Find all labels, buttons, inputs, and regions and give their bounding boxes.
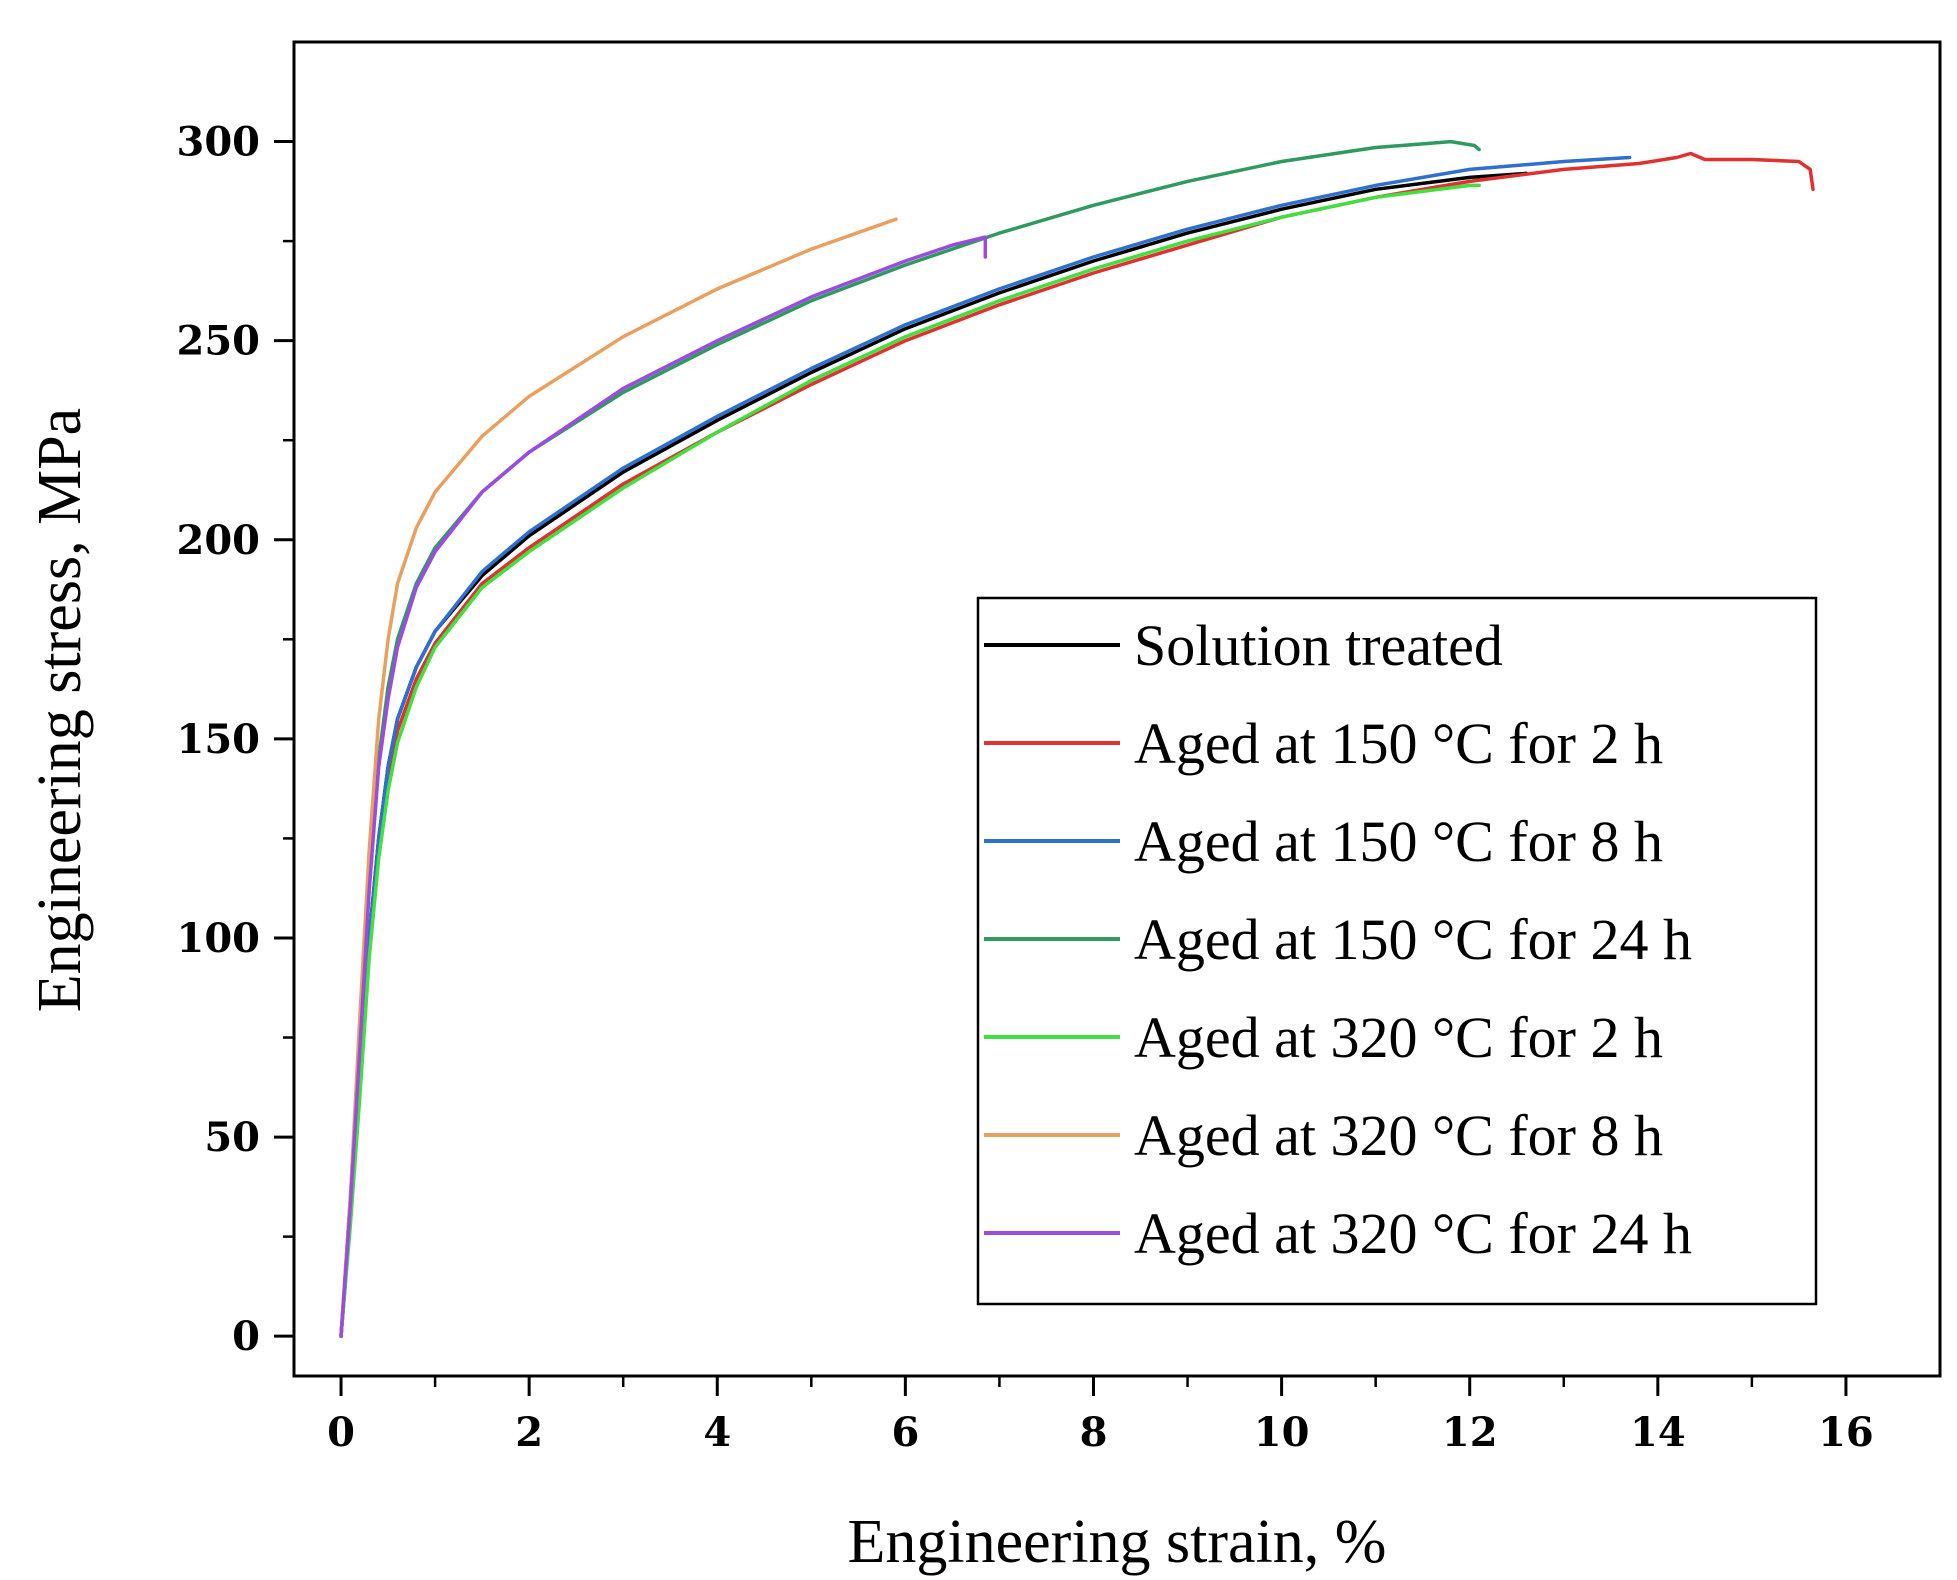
tick-labels-layer: 0 2 4 6 8 10 12 14 16 0 50 100 150 200 250 300 [177, 119, 1874, 1456]
series-line-5 [339, 217, 898, 1338]
legend: Solution treated Aged at 150 °C for 2 h Ag… [976, 596, 1818, 1306]
series-line-2 [339, 155, 1632, 1338]
series-line-6 [339, 235, 988, 1338]
ticks-layer [274, 140, 1848, 1396]
legend-label-2: Aged at 150 °C for 8 h [1134, 809, 1663, 874]
x-tick-label: 6 [891, 1409, 919, 1456]
legend-label-3: Aged at 150 °C for 24 h [1134, 907, 1692, 972]
legend-box [976, 596, 1818, 1306]
y-tick-label: 100 [177, 915, 261, 962]
plot-frame [292, 40, 1942, 1378]
y-tick-label: 300 [177, 119, 261, 166]
y-tick-label: 150 [177, 716, 261, 763]
legend-label-6: Aged at 320 °C for 24 h [1134, 1201, 1692, 1266]
legend-label-0: Solution treated [1134, 613, 1503, 678]
y-axis-title: Engineering stress, MPa [26, 408, 94, 1012]
x-tick-label: 16 [1818, 1409, 1874, 1456]
legend-items: Solution treated Aged at 150 °C for 2 h Ag… [984, 613, 1692, 1266]
legend-label-1: Aged at 150 °C for 2 h [1134, 711, 1663, 776]
x-tick-label: 2 [515, 1409, 543, 1456]
x-tick-label: 12 [1442, 1409, 1498, 1456]
legend-label-5: Aged at 320 °C for 8 h [1134, 1103, 1663, 1168]
series-line-4 [339, 183, 1481, 1338]
x-tick-label: 4 [703, 1409, 731, 1456]
legend-label-4: Aged at 320 °C for 2 h [1134, 1005, 1663, 1070]
series-layer [339, 139, 1815, 1338]
y-tick-label: 250 [177, 318, 261, 365]
y-tick-label: 0 [232, 1313, 260, 1360]
x-axis-title: Engineering strain, % [848, 1508, 1387, 1576]
x-tick-label: 14 [1630, 1409, 1686, 1456]
x-tick-label: 10 [1254, 1409, 1310, 1456]
x-tick-label: 8 [1080, 1409, 1108, 1456]
y-tick-label: 200 [177, 517, 261, 564]
y-tick-label: 50 [204, 1114, 260, 1161]
x-tick-label: 0 [327, 1409, 355, 1456]
